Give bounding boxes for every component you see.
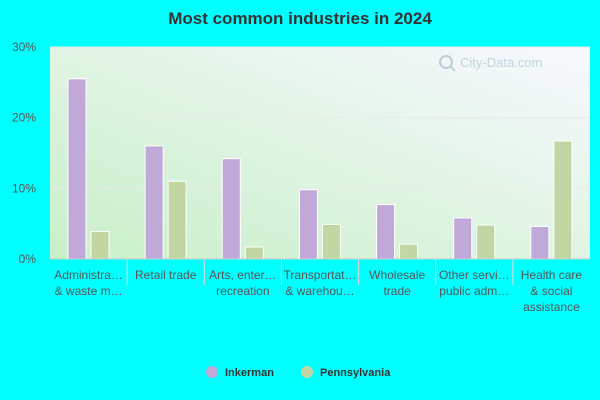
legend-swatch-inkerman	[206, 366, 218, 378]
x-tick-label: Other servi… public adm…	[439, 268, 510, 298]
legend: Inkerman Pennsylvania	[206, 366, 391, 379]
x-tick-label-line: Retail trade	[135, 268, 197, 282]
bar-inkerman-6[interactable]	[530, 225, 550, 260]
x-tick-label-line: & waste m…	[55, 284, 123, 298]
bar-pennsylvania-6[interactable]	[553, 140, 573, 260]
x-tick-label-line: Health care	[521, 268, 583, 282]
bar-pennsylvania-2[interactable]	[244, 246, 264, 260]
bar-pennsylvania-3[interactable]	[321, 223, 341, 260]
x-tick-label-line: trade	[383, 284, 411, 298]
x-tick-label-line: Arts, enter…	[209, 268, 276, 282]
bar-inkerman-4[interactable]	[376, 204, 396, 260]
plot-area	[50, 47, 590, 259]
bars	[67, 78, 573, 260]
y-tick-label: 0%	[19, 252, 37, 266]
legend-label-pennsylvania: Pennsylvania	[320, 367, 391, 379]
grid	[50, 46, 590, 189]
bar-inkerman-0[interactable]	[67, 78, 87, 260]
legend-swatch-pennsylvania	[301, 366, 313, 378]
x-tick-label-line: public adm…	[439, 284, 509, 298]
x-tick-label: Arts, enter… recreation	[209, 268, 276, 298]
x-axis: Administra… & waste m… Retail trade Arts, e…	[50, 258, 590, 314]
bar-pennsylvania-4[interactable]	[399, 243, 419, 260]
watermark-icon: City-Data.com	[439, 55, 542, 72]
bar-inkerman-5[interactable]	[453, 217, 473, 260]
bar-pennsylvania-0[interactable]	[90, 230, 110, 260]
x-tick-label: Wholesale trade	[369, 268, 425, 298]
x-tick-label-line: Other servi…	[439, 268, 510, 282]
bar-inkerman-1[interactable]	[144, 145, 164, 260]
y-tick-label: 20%	[12, 111, 36, 125]
bar-pennsylvania-5[interactable]	[476, 224, 496, 260]
x-tick-label-line: Transportat…	[284, 268, 357, 282]
x-tick-label: Transportat… & warehou…	[284, 268, 357, 298]
y-tick-label: 30%	[12, 40, 36, 54]
y-tick-label: 10%	[12, 181, 36, 195]
bar-inkerman-3[interactable]	[298, 189, 318, 260]
x-tick-label: Health care & social assistance	[521, 268, 583, 314]
x-tick-label-line: recreation	[216, 284, 269, 298]
x-tick-label: Retail trade	[135, 268, 197, 282]
x-tick-label-line: assistance	[523, 300, 580, 314]
x-tick-label-line: Wholesale	[369, 268, 425, 282]
bar-inkerman-2[interactable]	[221, 158, 241, 260]
y-axis: 0% 10% 20% 30%	[12, 40, 36, 266]
bar-pennsylvania-1[interactable]	[167, 180, 187, 260]
x-tick-label-line: & social	[530, 284, 572, 298]
x-tick-label-line: Administra…	[54, 268, 123, 282]
x-tick-label: Administra… & waste m…	[54, 268, 123, 298]
legend-label-inkerman: Inkerman	[225, 367, 274, 379]
x-tick-label-line: & warehou…	[285, 284, 354, 298]
chart-title: Most common industries in 2024	[168, 9, 432, 28]
svg-text:City-Data.com: City-Data.com	[460, 55, 542, 70]
